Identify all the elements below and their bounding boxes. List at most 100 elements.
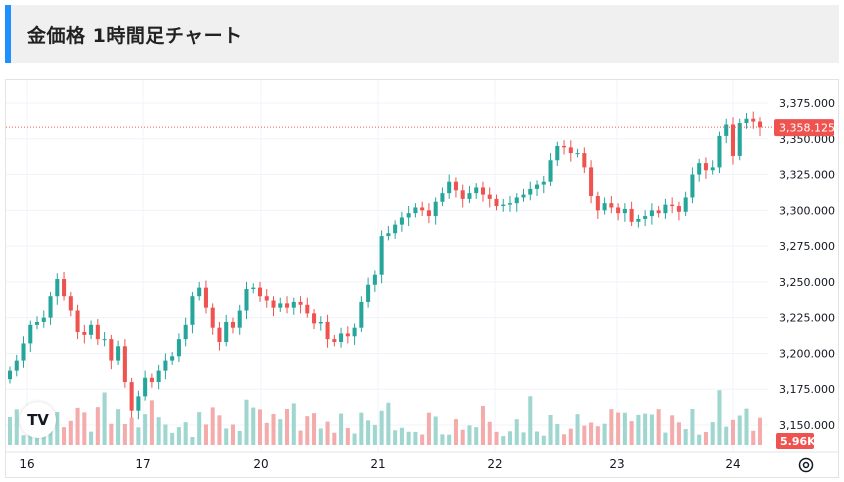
candle-body <box>595 196 600 211</box>
candle-body <box>257 287 263 297</box>
candle-body <box>21 343 26 361</box>
volume-bar <box>251 407 256 445</box>
header-accent-bar <box>5 5 11 63</box>
volume-bar <box>514 419 519 445</box>
x-tick-label: 17 <box>135 457 150 471</box>
volume-bar <box>291 403 296 445</box>
volume-bar <box>149 400 154 445</box>
volume-bar <box>474 427 479 445</box>
volume-bar <box>393 430 398 445</box>
candle-body <box>156 370 161 383</box>
volume-bar <box>487 421 492 445</box>
volume-bar <box>237 430 242 445</box>
volume-bar <box>528 396 533 445</box>
candle-body <box>649 210 654 217</box>
y-tick-label: 3,300.000 <box>779 204 835 217</box>
candle-body <box>95 324 100 340</box>
volume-bar <box>710 422 715 445</box>
volume-bar <box>589 422 594 445</box>
candle-body <box>89 324 94 335</box>
candle-body <box>217 327 222 342</box>
volume-bar <box>744 408 749 445</box>
volume-bar <box>109 423 114 445</box>
candle-body <box>291 301 296 308</box>
volume-bar <box>129 417 134 445</box>
candle-body <box>548 160 553 182</box>
candle-body <box>487 194 492 199</box>
y-tick-label: 3,275.000 <box>779 240 835 253</box>
x-tick-label: 20 <box>253 457 268 471</box>
volume-bar <box>480 405 485 445</box>
candle-body <box>480 187 485 195</box>
volume-bar <box>717 390 722 445</box>
candle-body <box>345 333 350 337</box>
candle-body <box>643 216 648 219</box>
candle-body <box>312 313 317 324</box>
candle-body <box>75 310 80 332</box>
volume-bar <box>535 431 540 445</box>
chart-frame <box>5 79 839 478</box>
volume-bar <box>433 416 438 445</box>
volume-bar <box>163 424 168 445</box>
candle-body <box>210 307 215 328</box>
candle-body <box>393 224 398 234</box>
volume-bar <box>82 412 87 445</box>
volume-bar <box>676 422 681 445</box>
settings-gear-icon[interactable] <box>797 456 815 474</box>
candle-body <box>724 124 729 136</box>
candle-body <box>568 147 573 154</box>
candle-body <box>717 135 722 168</box>
volume-bar <box>339 413 344 445</box>
tradingview-logo[interactable]: TV <box>20 402 56 438</box>
candle-body <box>426 210 431 217</box>
volume-bar <box>14 409 19 445</box>
volume-bar <box>190 436 195 445</box>
candle-body <box>149 377 154 383</box>
candle-body <box>244 289 249 311</box>
volume-bar <box>62 427 67 445</box>
last-price-badge <box>774 119 834 137</box>
volume-bar <box>143 414 148 445</box>
volume-bar <box>460 429 465 445</box>
volume-bar <box>271 413 276 445</box>
candle-body <box>535 184 540 189</box>
volume-bar <box>568 428 573 445</box>
candle-body <box>575 153 580 155</box>
volume-bar <box>298 430 303 445</box>
volume-bar <box>156 417 161 445</box>
candle-body <box>744 118 749 124</box>
candle-body <box>203 287 208 308</box>
candle-body <box>190 296 195 325</box>
candle-body <box>55 279 60 297</box>
volume-bar <box>244 399 249 445</box>
candle-body <box>143 377 148 397</box>
candle-body <box>406 213 411 218</box>
volume-bar <box>413 431 418 445</box>
candle-body <box>703 163 708 171</box>
candle-body <box>332 339 337 342</box>
volume-badge <box>776 433 814 449</box>
x-tick-label: 16 <box>19 457 34 471</box>
candle-body <box>609 203 614 208</box>
volume-bar <box>55 412 60 445</box>
volume-bar <box>548 414 553 445</box>
volume-bar <box>170 432 175 445</box>
candle-body <box>413 207 418 214</box>
candle-body <box>521 194 526 198</box>
candle-body <box>616 207 621 214</box>
volume-bar <box>68 420 73 445</box>
volume-bar <box>345 427 350 445</box>
candle-body <box>433 201 438 217</box>
candle-body <box>163 360 168 371</box>
candle-body <box>339 333 344 342</box>
x-tick-label: 23 <box>609 457 624 471</box>
volume-bar <box>737 415 742 445</box>
volume-bar <box>730 419 735 445</box>
candle-body <box>68 296 73 311</box>
volume-bar <box>89 431 94 445</box>
volume-bar <box>102 392 107 445</box>
volume-bar <box>426 412 431 445</box>
candle-body <box>474 187 479 194</box>
candle-body <box>359 301 364 328</box>
